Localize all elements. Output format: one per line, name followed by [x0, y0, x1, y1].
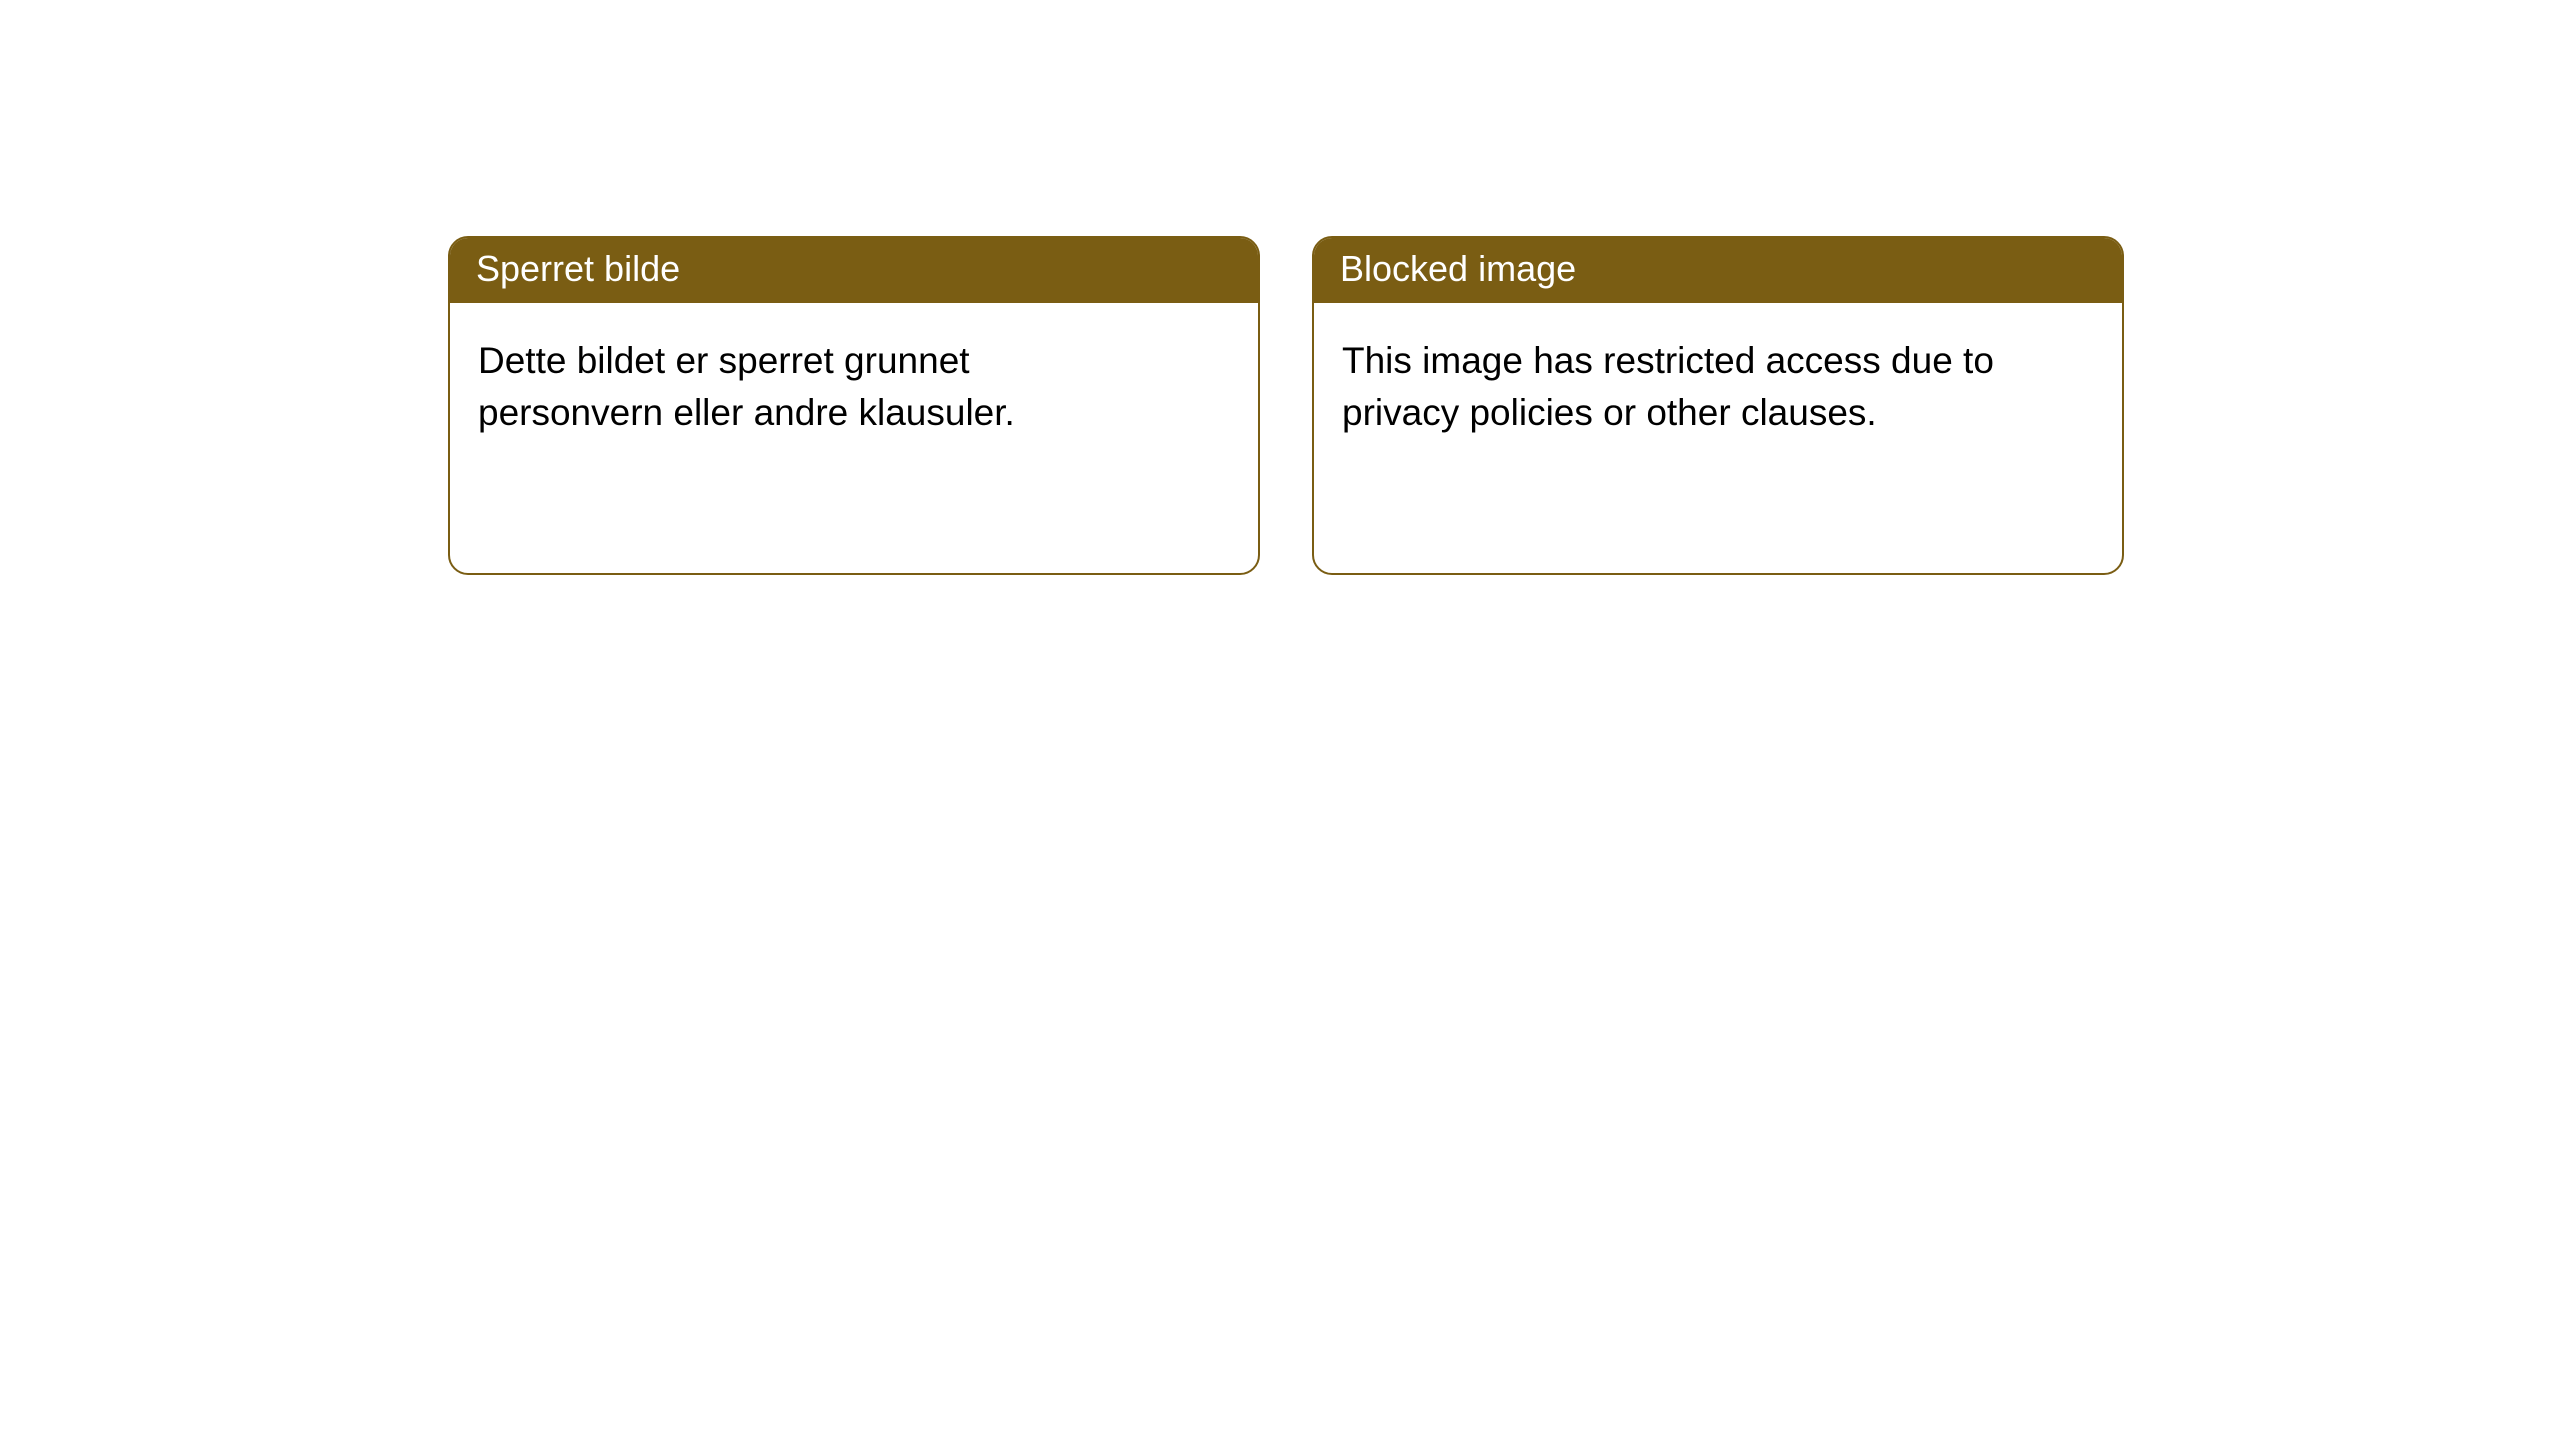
notice-container: Sperret bilde Dette bildet er sperret gr…: [0, 0, 2560, 575]
notice-title: Blocked image: [1340, 248, 1576, 289]
notice-title: Sperret bilde: [476, 248, 680, 289]
notice-card-english: Blocked image This image has restricted …: [1312, 236, 2124, 575]
notice-body: Dette bildet er sperret grunnet personve…: [450, 303, 1258, 573]
notice-header: Blocked image: [1314, 238, 2122, 303]
notice-text: Dette bildet er sperret grunnet personve…: [478, 335, 1138, 439]
notice-body: This image has restricted access due to …: [1314, 303, 2122, 573]
notice-card-norwegian: Sperret bilde Dette bildet er sperret gr…: [448, 236, 1260, 575]
notice-header: Sperret bilde: [450, 238, 1258, 303]
notice-text: This image has restricted access due to …: [1342, 335, 2002, 439]
